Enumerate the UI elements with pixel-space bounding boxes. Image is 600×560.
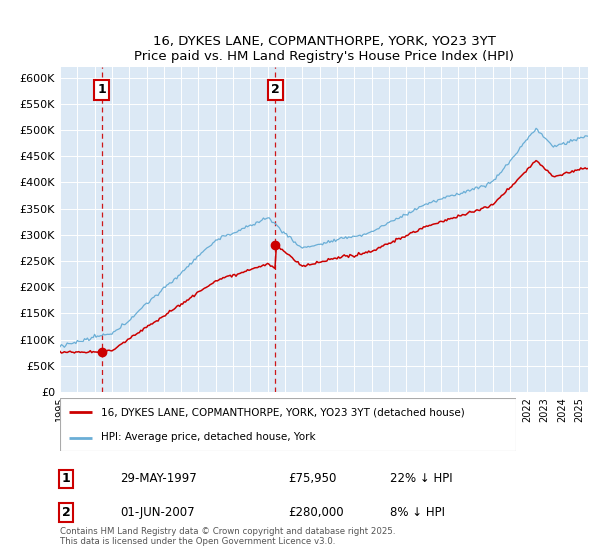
FancyBboxPatch shape <box>60 398 516 451</box>
Text: 29-MAY-1997: 29-MAY-1997 <box>120 472 197 486</box>
Title: 16, DYKES LANE, COPMANTHORPE, YORK, YO23 3YT
Price paid vs. HM Land Registry's H: 16, DYKES LANE, COPMANTHORPE, YORK, YO23… <box>134 35 514 63</box>
Text: 8% ↓ HPI: 8% ↓ HPI <box>390 506 445 519</box>
Text: 2: 2 <box>62 506 70 519</box>
Text: 1: 1 <box>62 472 70 486</box>
Text: 16, DYKES LANE, COPMANTHORPE, YORK, YO23 3YT (detached house): 16, DYKES LANE, COPMANTHORPE, YORK, YO23… <box>101 408 465 418</box>
Text: 22% ↓ HPI: 22% ↓ HPI <box>390 472 452 486</box>
Text: Contains HM Land Registry data © Crown copyright and database right 2025.
This d: Contains HM Land Registry data © Crown c… <box>60 526 395 546</box>
Text: 1: 1 <box>97 83 106 96</box>
Text: 2: 2 <box>271 83 280 96</box>
Text: 01-JUN-2007: 01-JUN-2007 <box>120 506 194 519</box>
Text: £280,000: £280,000 <box>288 506 344 519</box>
Text: HPI: Average price, detached house, York: HPI: Average price, detached house, York <box>101 432 316 442</box>
Text: £75,950: £75,950 <box>288 472 337 486</box>
